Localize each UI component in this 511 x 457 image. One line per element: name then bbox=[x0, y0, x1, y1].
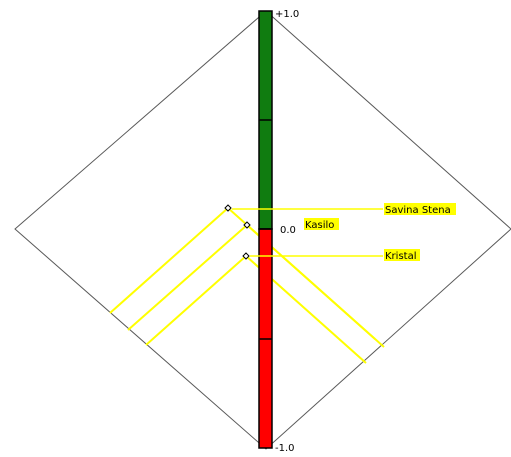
label-highlight bbox=[384, 203, 456, 215]
scale-bar bbox=[258, 10, 273, 449]
item-label-kasilo: Kasilo bbox=[304, 218, 339, 231]
point-marker-kasilo bbox=[243, 221, 251, 229]
guide-line-savina-stena-left bbox=[109, 207, 229, 314]
item-label-text: Kasilo bbox=[305, 220, 334, 231]
point-markers bbox=[224, 204, 251, 260]
diamond-outline bbox=[14, 10, 511, 450]
guide-lines bbox=[109, 207, 385, 364]
leader-lines bbox=[232, 208, 383, 257]
item-label-kristal: Kristal bbox=[384, 249, 420, 262]
scale-label-top: +1.0 bbox=[275, 9, 299, 20]
label-highlight bbox=[384, 249, 420, 261]
label-highlight bbox=[304, 218, 339, 230]
scale-label-mid: 0.0 bbox=[280, 225, 296, 236]
guide-line-kristal-left bbox=[145, 255, 247, 346]
point-marker-savina-stena bbox=[224, 204, 232, 212]
item-label-text: Kristal bbox=[385, 251, 416, 262]
item-label-savina-stena: Savina Stena bbox=[384, 203, 456, 216]
point-marker-kristal bbox=[242, 252, 250, 260]
scale-label-bottom: -1.0 bbox=[275, 443, 295, 453]
item-label-text: Savina Stena bbox=[385, 205, 451, 216]
guide-line-kasilo-left bbox=[127, 224, 248, 331]
